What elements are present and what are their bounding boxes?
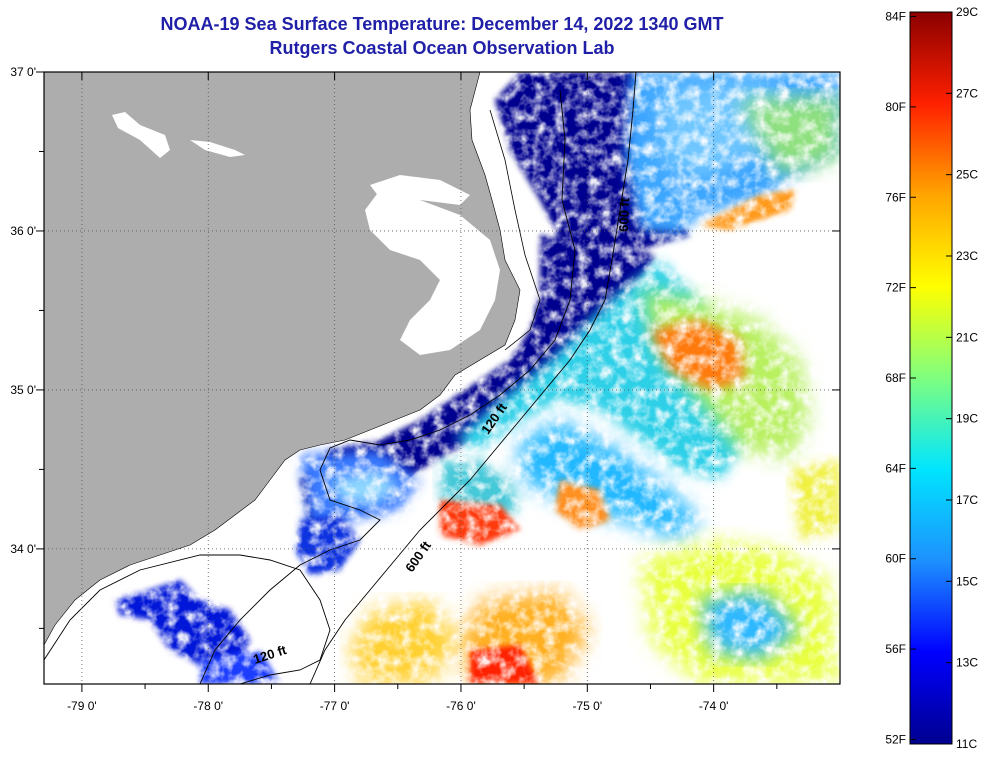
barrier-island — [489, 109, 541, 351]
lon-tick-label: -75 0' — [572, 699, 602, 713]
inland-lake — [112, 112, 170, 158]
lon-tick-label: -74 0' — [699, 699, 729, 713]
axis-ticks — [36, 71, 840, 692]
contour-label-600ft-north: 600 ft — [616, 197, 632, 232]
lon-tick-label: -78 0' — [193, 699, 223, 713]
contour-120ft — [199, 89, 576, 684]
graticule — [44, 72, 840, 684]
lon-tick-label: -77 0' — [320, 699, 350, 713]
inland-lake-2 — [190, 140, 245, 157]
lat-tick-label: 36 0' — [10, 224, 36, 238]
lon-tick-label: -79 0' — [67, 699, 97, 713]
axis-tick-labels: -79 0' -78 0' -77 0' -76 0' -75 0' -74 0' 37 0… — [10, 65, 728, 713]
contour-coastal — [44, 554, 331, 684]
albemarle-sound — [370, 175, 470, 205]
contour-600ft-north — [309, 72, 637, 684]
map-title: NOAA-19 Sea Surface Temperature: Decembe… — [160, 14, 724, 34]
bathymetry-contours — [44, 72, 637, 684]
lat-tick-label: 37 0' — [10, 65, 36, 79]
map-subtitle: Rutgers Coastal Ocean Observation Lab — [269, 38, 615, 58]
lat-tick-label: 34 0' — [10, 542, 36, 556]
lon-tick-label: -76 0' — [446, 699, 476, 713]
pamlico-sound — [365, 190, 500, 355]
lat-tick-label: 35 0' — [10, 383, 36, 397]
map-frame — [43, 71, 841, 685]
